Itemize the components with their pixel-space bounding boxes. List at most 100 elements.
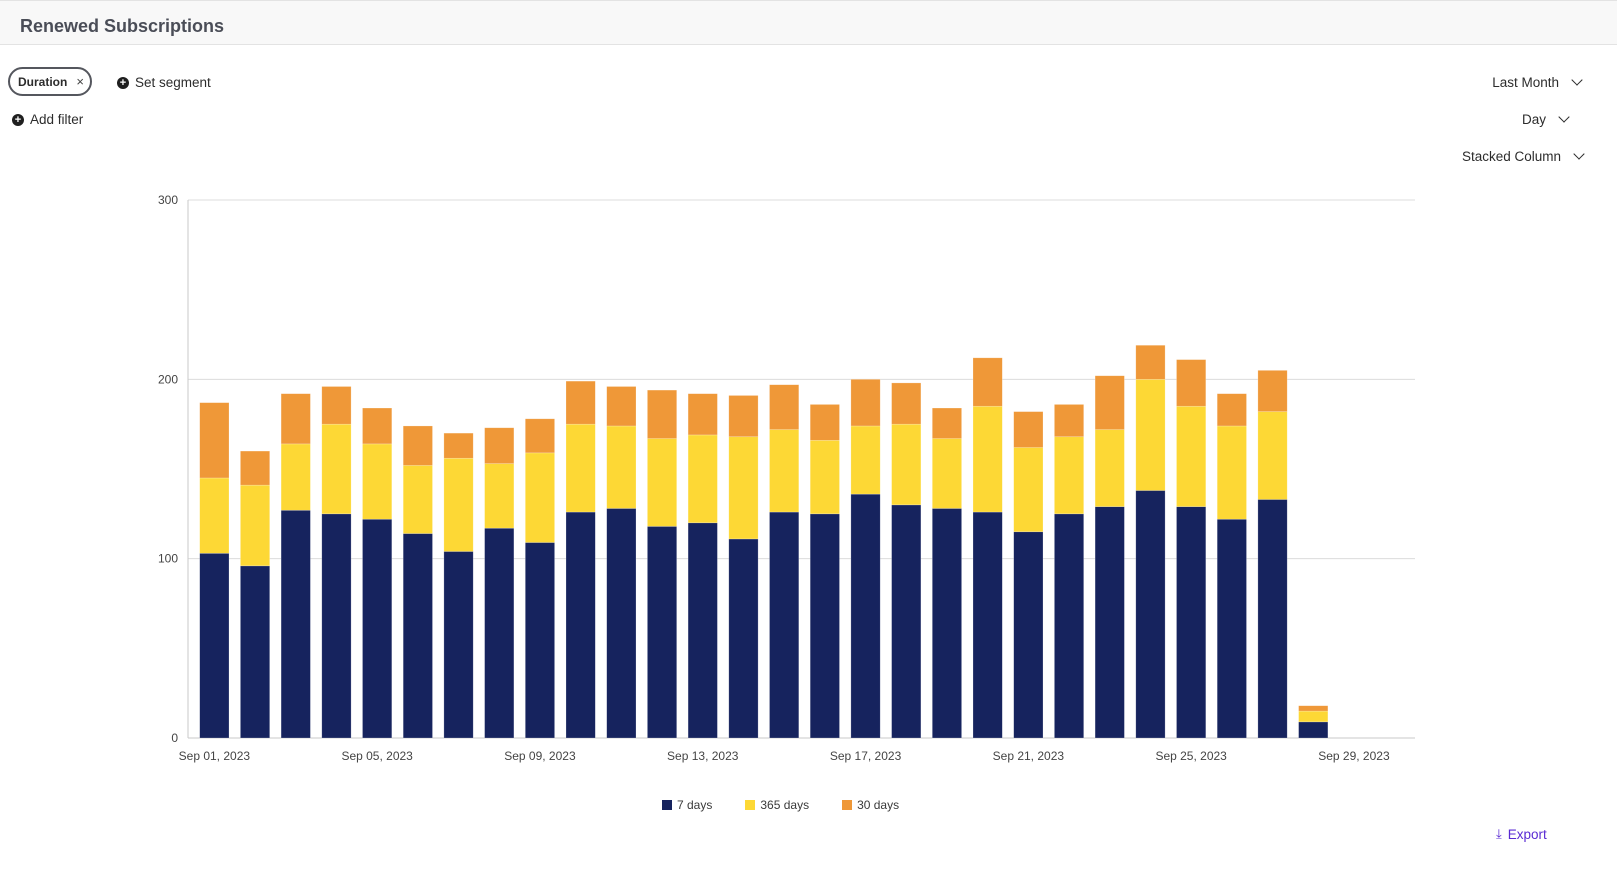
bar-segment-30-days	[769, 384, 800, 430]
bar-segment-7-days	[1135, 490, 1166, 739]
bar-segment-365-days	[443, 457, 474, 552]
bar-segment-365-days	[1054, 436, 1085, 515]
bar-segment-365-days	[565, 423, 596, 513]
bar-segment-7-days	[1094, 506, 1125, 739]
bar-segment-7-days	[199, 552, 230, 739]
bar-segment-7-days	[240, 565, 271, 739]
bar-segment-30-days	[647, 389, 678, 439]
x-tick-label: Sep 13, 2023	[667, 749, 739, 763]
duration-filter-chip[interactable]: Duration ×	[8, 67, 92, 96]
legend-label: 7 days	[677, 798, 713, 812]
bar-segment-365-days	[931, 438, 962, 509]
download-icon: ⤓	[1496, 826, 1502, 841]
bar-segment-365-days	[891, 423, 922, 506]
bar-segment-365-days	[728, 436, 759, 540]
bar-segment-30-days	[524, 418, 555, 454]
bar-segment-7-days	[931, 508, 962, 739]
bar-segment-365-days	[321, 423, 352, 515]
stacked-column-chart: 0 100 200 300 Sep 01, 2023 Sep 05, 2023 Sep 09…	[158, 193, 1415, 763]
bar-segment-7-days	[321, 513, 352, 739]
bar-segment-7-days	[1176, 506, 1207, 739]
granularity-dropdown[interactable]: Day	[1522, 111, 1570, 127]
legend-swatch	[842, 800, 853, 810]
legend-item-365-days[interactable]: 365 days	[745, 798, 809, 812]
bar-segment-7-days	[850, 493, 881, 739]
x-tick-label: Sep 25, 2023	[1155, 749, 1227, 763]
bar-segment-30-days	[280, 393, 311, 445]
duration-chip-label: Duration	[18, 74, 68, 89]
y-tick-label: 300	[158, 193, 178, 207]
bar-segment-30-days	[1298, 705, 1329, 712]
legend-label: 30 days	[857, 798, 900, 812]
bar-segment-365-days	[240, 484, 271, 567]
bar-segment-30-days	[728, 395, 759, 438]
chart-legend: 7 days 365 days 30 days	[662, 798, 932, 812]
bar-segment-7-days	[687, 522, 718, 739]
bar-segment-365-days	[1257, 411, 1288, 500]
bar-segment-30-days	[565, 380, 596, 425]
bar-segment-30-days	[1094, 375, 1125, 430]
bar-segment-30-days	[1257, 370, 1288, 412]
bar-segment-365-days	[362, 443, 393, 520]
x-tick-label: Sep 29, 2023	[1318, 749, 1390, 763]
bar-segment-30-days	[687, 393, 718, 436]
bar-segment-365-days	[484, 463, 515, 529]
bar-segment-30-days	[1216, 393, 1247, 427]
bar-segment-7-days	[1054, 513, 1085, 739]
y-tick-label: 0	[171, 731, 178, 745]
bar-segment-7-days	[891, 504, 922, 739]
bar-segment-365-days	[1094, 429, 1125, 507]
bar-segment-365-days	[606, 425, 637, 509]
bar-segment-7-days	[524, 542, 555, 739]
y-tick-label: 200	[158, 372, 178, 386]
legend-swatch	[745, 800, 756, 810]
page-header: Renewed Subscriptions	[0, 0, 1617, 45]
bar-segment-365-days	[687, 434, 718, 524]
legend-label: 365 days	[760, 798, 810, 812]
export-button[interactable]: ⤓ Export	[1496, 826, 1547, 842]
bar-segment-30-days	[1013, 411, 1044, 448]
bar-segment-30-days	[931, 407, 962, 439]
x-tick-label: Sep 01, 2023	[179, 749, 251, 763]
bar-segment-30-days	[362, 407, 393, 445]
bar-segment-7-days	[484, 527, 515, 739]
bar-segment-7-days	[769, 511, 800, 739]
bar-segment-7-days	[606, 508, 637, 739]
bar-segment-365-days	[1013, 447, 1044, 533]
x-tick-label: Sep 17, 2023	[830, 749, 902, 763]
bar-segment-365-days	[972, 405, 1003, 513]
bar-segment-30-days	[199, 402, 230, 479]
legend-item-7-days[interactable]: 7 days	[662, 798, 712, 812]
legend-item-30-days[interactable]: 30 days	[842, 798, 899, 812]
bar-segment-30-days	[1176, 359, 1207, 407]
plus-circle-icon: +	[117, 76, 129, 89]
x-tick-label: Sep 09, 2023	[504, 749, 576, 763]
bar-segment-30-days	[240, 450, 271, 486]
x-tick-label: Sep 21, 2023	[993, 749, 1065, 763]
bar-segment-365-days	[1135, 379, 1166, 491]
y-tick-label: 100	[158, 552, 178, 566]
bar-segment-30-days	[443, 432, 474, 459]
bar-segment-365-days	[280, 443, 311, 511]
add-filter-button[interactable]: + Add filter	[12, 112, 83, 127]
bar-segment-30-days	[891, 382, 922, 425]
bar-segment-365-days	[769, 429, 800, 513]
bar-segment-7-days	[1216, 518, 1247, 739]
set-segment-button[interactable]: + Set segment	[117, 75, 211, 90]
page-title: Renewed Subscriptions	[20, 16, 225, 36]
bar-segment-30-days	[850, 379, 881, 427]
bar-segment-365-days	[850, 425, 881, 495]
bar-segment-30-days	[809, 404, 840, 441]
chart-type-label: Stacked Column	[1461, 149, 1561, 164]
bar-segment-365-days	[1176, 405, 1207, 507]
date-range-dropdown[interactable]: Last Month	[1492, 74, 1583, 90]
bar-segment-7-days	[647, 526, 678, 739]
chart-type-dropdown[interactable]: Stacked Column	[1461, 148, 1585, 164]
bar-segment-7-days	[972, 511, 1003, 739]
bar-segment-30-days	[606, 386, 637, 427]
close-icon[interactable]: ×	[76, 74, 84, 89]
bar-segment-7-days	[728, 538, 759, 739]
x-tick-label: Sep 05, 2023	[341, 749, 413, 763]
date-range-label: Last Month	[1492, 75, 1559, 90]
export-label: Export	[1507, 826, 1547, 842]
